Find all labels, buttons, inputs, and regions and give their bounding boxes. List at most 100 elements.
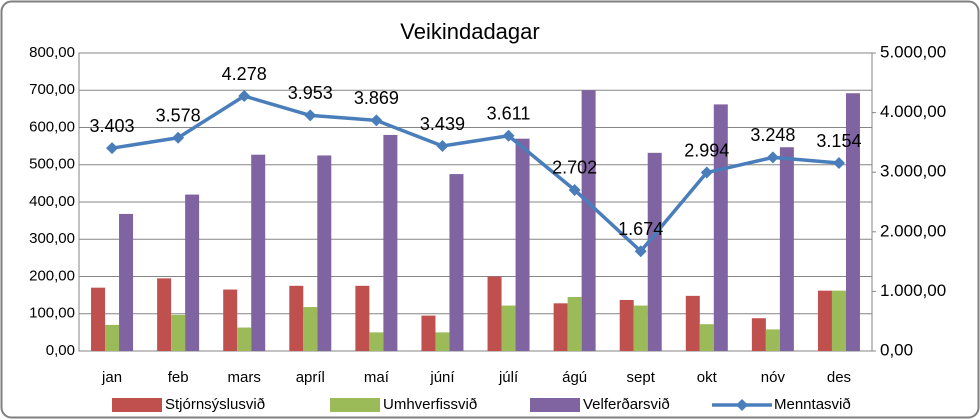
bar xyxy=(553,303,568,351)
y-tick-label: 400,00 xyxy=(29,193,75,210)
x-tick-label: apríl xyxy=(296,369,325,386)
bar xyxy=(369,332,384,351)
x-tick-label: mars xyxy=(228,369,261,386)
bar xyxy=(567,296,582,351)
bar xyxy=(449,174,464,351)
y2-tick-label: 1.000,00 xyxy=(880,281,946,300)
x-tick-label: sept xyxy=(627,369,656,386)
y2-tick-label: 3.000,00 xyxy=(880,162,946,181)
bar xyxy=(619,299,634,351)
x-tick-label: des xyxy=(827,369,851,386)
legend-swatch xyxy=(112,398,162,412)
y-tick-label: 600,00 xyxy=(29,118,75,135)
bar xyxy=(435,332,450,351)
legend-swatch xyxy=(736,399,748,411)
bar xyxy=(223,289,238,351)
data-label: 2.702 xyxy=(552,158,597,178)
bar xyxy=(317,155,332,351)
chart-title: Veikindadagar xyxy=(400,19,539,44)
legend-label: Velferðarsvið xyxy=(583,396,670,413)
bar xyxy=(699,324,714,351)
line-marker xyxy=(436,140,449,153)
bar xyxy=(185,194,200,351)
plot-area xyxy=(78,52,873,352)
data-label: 3.439 xyxy=(420,114,465,134)
data-label: 2.994 xyxy=(684,140,729,160)
x-tick-label: maí xyxy=(364,369,390,386)
data-label: 4.278 xyxy=(222,64,267,84)
data-label: 3.869 xyxy=(354,88,399,108)
bar xyxy=(171,314,186,351)
bar xyxy=(157,278,172,351)
legend-label: Menntasvið xyxy=(774,396,851,413)
line-marker xyxy=(172,131,185,144)
line-marker xyxy=(700,166,713,179)
bar xyxy=(845,93,860,351)
x-tick-label: feb xyxy=(168,369,189,386)
line-marker xyxy=(502,129,515,142)
legend-label: Umhverfissvið xyxy=(383,396,477,413)
y-tick-label: 100,00 xyxy=(29,305,75,322)
line-marker xyxy=(304,109,317,122)
bar xyxy=(831,290,846,351)
y-tick-label: 200,00 xyxy=(29,267,75,284)
line-marker xyxy=(238,90,251,103)
bar xyxy=(501,305,516,351)
data-label: 3.154 xyxy=(816,131,861,151)
data-label: 3.611 xyxy=(487,104,531,124)
y-tick-label: 700,00 xyxy=(29,81,75,98)
data-label: 1.674 xyxy=(618,219,663,239)
x-tick-label: okt xyxy=(697,369,718,386)
y-tick-label: 300,00 xyxy=(29,230,75,247)
line-marker xyxy=(634,245,647,258)
bar xyxy=(685,295,700,351)
bar xyxy=(355,285,370,351)
x-tick-label: ágú xyxy=(562,369,587,386)
y2-tick-label: 5.000,00 xyxy=(880,42,946,61)
bar xyxy=(105,324,120,351)
legend-swatch xyxy=(530,398,580,412)
bar xyxy=(251,154,266,351)
y-tick-label: 800,00 xyxy=(29,44,75,61)
x-tick-label: jan xyxy=(101,369,122,386)
line-marker xyxy=(766,151,779,164)
bar xyxy=(303,307,318,351)
x-tick-label: nóv xyxy=(761,369,786,386)
bar xyxy=(119,213,134,351)
data-label: 3.953 xyxy=(288,83,333,103)
bar xyxy=(633,305,648,351)
bar xyxy=(289,285,304,351)
y2-tick-label: 0,00 xyxy=(880,340,913,359)
bar xyxy=(647,152,662,351)
bar xyxy=(779,147,794,351)
data-label: 3.248 xyxy=(750,125,795,145)
line-marker xyxy=(370,114,383,127)
bar xyxy=(581,90,596,351)
bar xyxy=(237,327,252,351)
data-label: 3.403 xyxy=(90,116,135,136)
x-tick-label: júní xyxy=(429,369,455,386)
y2-tick-label: 4.000,00 xyxy=(880,102,946,121)
bar xyxy=(421,315,436,351)
legend-swatch xyxy=(330,398,380,412)
bar xyxy=(515,138,530,351)
bar xyxy=(817,290,832,351)
y-tick-label: 0,00 xyxy=(46,342,75,359)
data-label: 3.578 xyxy=(156,106,201,126)
bar xyxy=(751,318,766,351)
y-tick-label: 500,00 xyxy=(29,156,75,173)
bar xyxy=(383,134,398,351)
line-marker xyxy=(832,157,845,170)
bar xyxy=(713,104,728,351)
legend-label: Stjórnsýslusvið xyxy=(165,396,265,413)
bar xyxy=(91,287,106,351)
line-marker xyxy=(568,183,581,196)
x-tick-label: júlí xyxy=(498,369,519,386)
line xyxy=(111,94,840,253)
bar xyxy=(765,329,780,351)
y2-tick-label: 2.000,00 xyxy=(880,221,946,240)
bar xyxy=(487,276,502,351)
line-marker xyxy=(106,142,119,155)
